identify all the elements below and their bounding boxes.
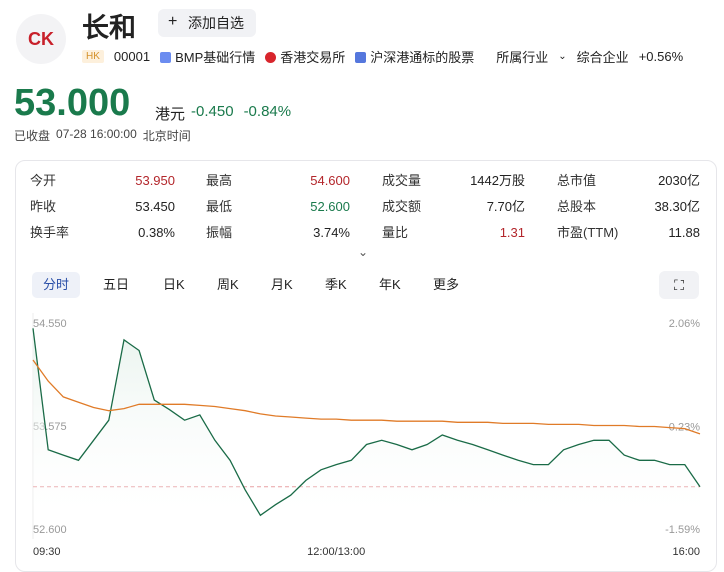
price: 53.000 <box>14 82 131 124</box>
stat-value: 7.70亿 <box>486 199 525 214</box>
stat-value: 1.31 <box>499 225 525 240</box>
x-tick-label: 09:30 <box>33 546 61 558</box>
y-tick-label: 54.550 <box>33 318 67 330</box>
change-row: 港元 -0.450 -0.84% <box>155 103 291 124</box>
stat-label: 振幅 <box>206 225 233 240</box>
industry-label[interactable]: 所属行业 <box>496 50 549 65</box>
expand[interactable]: ⌄ <box>358 245 369 259</box>
stat-value: 38.30亿 <box>654 199 700 214</box>
stat-value: 2030亿 <box>658 173 700 188</box>
stat-value: 3.74% <box>313 225 350 240</box>
stat-label: 总市值 <box>557 173 597 188</box>
logo: CK <box>16 14 66 64</box>
stat-label: 最高 <box>206 173 233 188</box>
code: 00001 <box>113 49 151 64</box>
market: HK <box>82 50 104 63</box>
status-row: 已收盘 07-28 16:00:00 北京时间 <box>14 127 191 144</box>
tab[interactable]: 五日 <box>103 277 130 292</box>
stat-label: 今开 <box>30 173 57 188</box>
stat-label: 成交量 <box>382 173 422 188</box>
status: 已收盘 <box>14 129 51 143</box>
stat-label: 换手率 <box>30 225 70 240</box>
stat-value: 53.950 <box>135 173 175 188</box>
change-pct: -0.84% <box>243 103 292 120</box>
tab[interactable]: 更多 <box>433 277 460 292</box>
stat-value: 11.88 <box>668 225 700 240</box>
tab[interactable]: 年K <box>379 277 401 292</box>
tag-row: HK 00001 BMP基础行情 香港交易所 沪深港通标的股票 所属行业 ⌄ 综合… <box>82 47 683 66</box>
tab[interactable]: 分时 <box>32 272 81 298</box>
tag[interactable]: 沪深港通标的股票 <box>355 47 474 66</box>
y2-tick-label: 0.23% <box>669 421 700 433</box>
change: -0.450 <box>191 103 234 120</box>
stat-label: 昨收 <box>30 199 57 214</box>
stat-value: 1442万股 <box>470 173 525 188</box>
time: 07-28 16:00:00 <box>56 127 137 141</box>
currency: 港元 <box>155 106 186 123</box>
stat-label: 总股本 <box>557 199 597 214</box>
x-tick-label: 16:00 <box>672 546 700 558</box>
stat-label: 最低 <box>206 199 233 214</box>
watch-button[interactable]: 添加自选 <box>158 8 256 37</box>
x-tick-label: 12:00/13:00 <box>307 546 365 558</box>
industry-change: +0.56% <box>638 49 684 64</box>
stat-value: 53.450 <box>135 199 175 214</box>
tab[interactable]: 周K <box>217 277 239 292</box>
tab[interactable]: 月K <box>271 277 293 292</box>
line <box>32 359 701 435</box>
stock-name: 长和 <box>82 13 136 43</box>
timezone: 北京时间 <box>142 129 191 143</box>
stat-value: 0.38% <box>138 225 175 240</box>
fullscreen[interactable]: ⛶ <box>659 271 699 299</box>
stat-value: 54.600 <box>310 173 350 188</box>
stat-label: 成交额 <box>382 199 422 214</box>
tag[interactable]: BMP基础行情 <box>160 47 255 66</box>
tab[interactable]: 日K <box>163 277 185 292</box>
stat-value: 52.600 <box>310 199 350 214</box>
stat-label: 量比 <box>382 225 409 240</box>
tag[interactable]: 香港交易所 <box>265 47 345 66</box>
area-fill <box>33 328 700 529</box>
tag-text: 香港交易所 <box>280 50 346 65</box>
line <box>32 328 701 517</box>
y2-tick-label: 2.06% <box>669 318 700 330</box>
stat-label: 市盈(TTM) <box>557 225 619 240</box>
industry[interactable]: 综合企业 <box>576 50 629 65</box>
tag-text: 沪深港通标的股票 <box>370 50 475 65</box>
tab[interactable]: 季K <box>325 277 347 292</box>
tag-text: BMP基础行情 <box>175 50 256 65</box>
